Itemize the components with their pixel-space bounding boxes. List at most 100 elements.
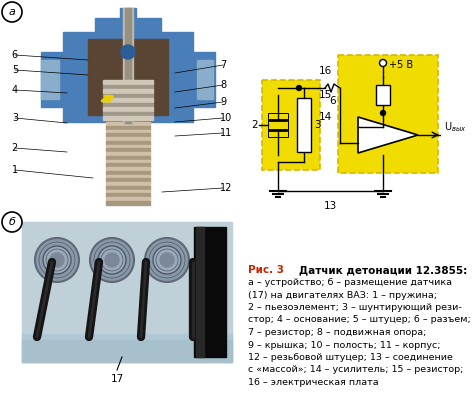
Bar [297, 98, 311, 152]
Text: 3: 3 [12, 113, 18, 123]
Bar [103, 107, 153, 111]
Bar [22, 334, 232, 362]
Bar [41, 52, 65, 107]
Bar [106, 178, 150, 182]
Bar [22, 340, 232, 362]
Bar [106, 156, 150, 160]
Bar [106, 137, 150, 141]
Bar [106, 144, 150, 148]
Bar [103, 111, 153, 115]
Bar [124, 14, 132, 19]
Text: 16: 16 [319, 66, 332, 76]
Bar [103, 80, 153, 83]
Text: стор; 4 – основание; 5 – штуцер; 6 – разъем;: стор; 4 – основание; 5 – штуцер; 6 – раз… [248, 316, 471, 324]
Bar [63, 32, 193, 122]
Circle shape [145, 238, 189, 282]
Bar [106, 160, 150, 163]
Text: 8: 8 [220, 80, 226, 90]
Bar [103, 116, 153, 119]
Circle shape [2, 2, 22, 22]
Text: 15: 15 [319, 90, 332, 100]
Circle shape [105, 253, 119, 267]
Text: 12 – резьбовой штуцер; 13 – соединение: 12 – резьбовой штуцер; 13 – соединение [248, 353, 453, 362]
Text: 2 – пьезоэлемент; 3 – шунтирующий рези-: 2 – пьезоэлемент; 3 – шунтирующий рези- [248, 303, 462, 312]
Bar [106, 197, 150, 201]
Bar [106, 182, 150, 186]
Bar [103, 103, 153, 106]
Bar [106, 133, 150, 137]
Text: 3: 3 [314, 120, 320, 130]
Circle shape [50, 253, 64, 267]
Circle shape [381, 111, 385, 115]
Text: (17) на двигателях ВАЗ: 1 – пружина;: (17) на двигателях ВАЗ: 1 – пружина; [248, 290, 437, 300]
Text: 17: 17 [110, 374, 124, 384]
Bar [106, 201, 150, 205]
Text: Рис. 3: Рис. 3 [248, 265, 284, 275]
Text: 1: 1 [12, 165, 18, 175]
Text: а – устройство; б – размещение датчика: а – устройство; б – размещение датчика [248, 278, 452, 287]
Polygon shape [358, 117, 418, 153]
Text: 2: 2 [251, 120, 258, 130]
Text: 5: 5 [12, 65, 18, 75]
Bar [106, 130, 150, 133]
Text: 16 – электрическая плата: 16 – электрическая плата [248, 378, 379, 387]
Text: 12: 12 [220, 183, 232, 193]
Text: 9: 9 [220, 97, 226, 107]
Text: 9 – крышка; 10 – полость; 11 – корпус;: 9 – крышка; 10 – полость; 11 – корпус; [248, 340, 440, 350]
Bar [106, 148, 150, 152]
Text: 2: 2 [12, 143, 18, 153]
Bar [103, 85, 153, 88]
Circle shape [380, 59, 386, 67]
Circle shape [153, 246, 181, 274]
Bar [106, 141, 150, 144]
Bar [106, 122, 150, 126]
Bar [120, 8, 136, 20]
Text: U$_{вых}$: U$_{вых}$ [444, 120, 467, 134]
Bar [106, 167, 150, 171]
Bar [268, 113, 288, 137]
Text: а: а [9, 7, 16, 17]
Circle shape [160, 253, 174, 267]
Text: с «массой»; 14 – усилитель; 15 – резистор;: с «массой»; 14 – усилитель; 15 – резисто… [248, 365, 464, 375]
Bar [123, 8, 133, 123]
Bar [194, 227, 226, 357]
Bar [106, 152, 150, 156]
Bar [262, 80, 320, 170]
Text: 6: 6 [12, 50, 18, 60]
Bar [106, 126, 150, 130]
Circle shape [43, 246, 71, 274]
Bar [197, 60, 213, 99]
Text: 13: 13 [323, 201, 337, 211]
Bar [338, 55, 438, 173]
Bar [106, 190, 150, 193]
Bar [191, 52, 215, 107]
Circle shape [2, 212, 22, 232]
Text: б: б [9, 217, 16, 227]
Bar [106, 186, 150, 190]
Bar [376, 85, 390, 105]
Bar [22, 222, 232, 362]
Bar [103, 89, 153, 93]
Bar [88, 39, 168, 115]
Bar [106, 171, 150, 174]
Text: 7 – резистор; 8 – подвижная опора;: 7 – резистор; 8 – подвижная опора; [248, 328, 427, 337]
Text: Датчик детонации 12.3855:: Датчик детонации 12.3855: [288, 265, 467, 275]
Text: 4: 4 [12, 85, 18, 95]
Bar [41, 60, 59, 99]
Bar [125, 8, 131, 123]
Bar [103, 93, 153, 97]
Text: +5 В: +5 В [389, 60, 413, 70]
Bar [103, 98, 153, 101]
Text: 7: 7 [220, 60, 226, 70]
Text: 14: 14 [319, 112, 332, 122]
Bar [106, 193, 150, 197]
Text: 11: 11 [220, 128, 232, 138]
Circle shape [35, 238, 79, 282]
Circle shape [98, 246, 126, 274]
Bar [95, 18, 161, 32]
Circle shape [90, 238, 134, 282]
Bar [106, 174, 150, 178]
Bar [196, 227, 204, 357]
Text: 10: 10 [220, 113, 232, 123]
Circle shape [297, 85, 301, 91]
